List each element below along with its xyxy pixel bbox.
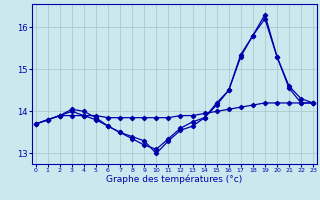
X-axis label: Graphe des températures (°c): Graphe des températures (°c) (106, 175, 243, 184)
